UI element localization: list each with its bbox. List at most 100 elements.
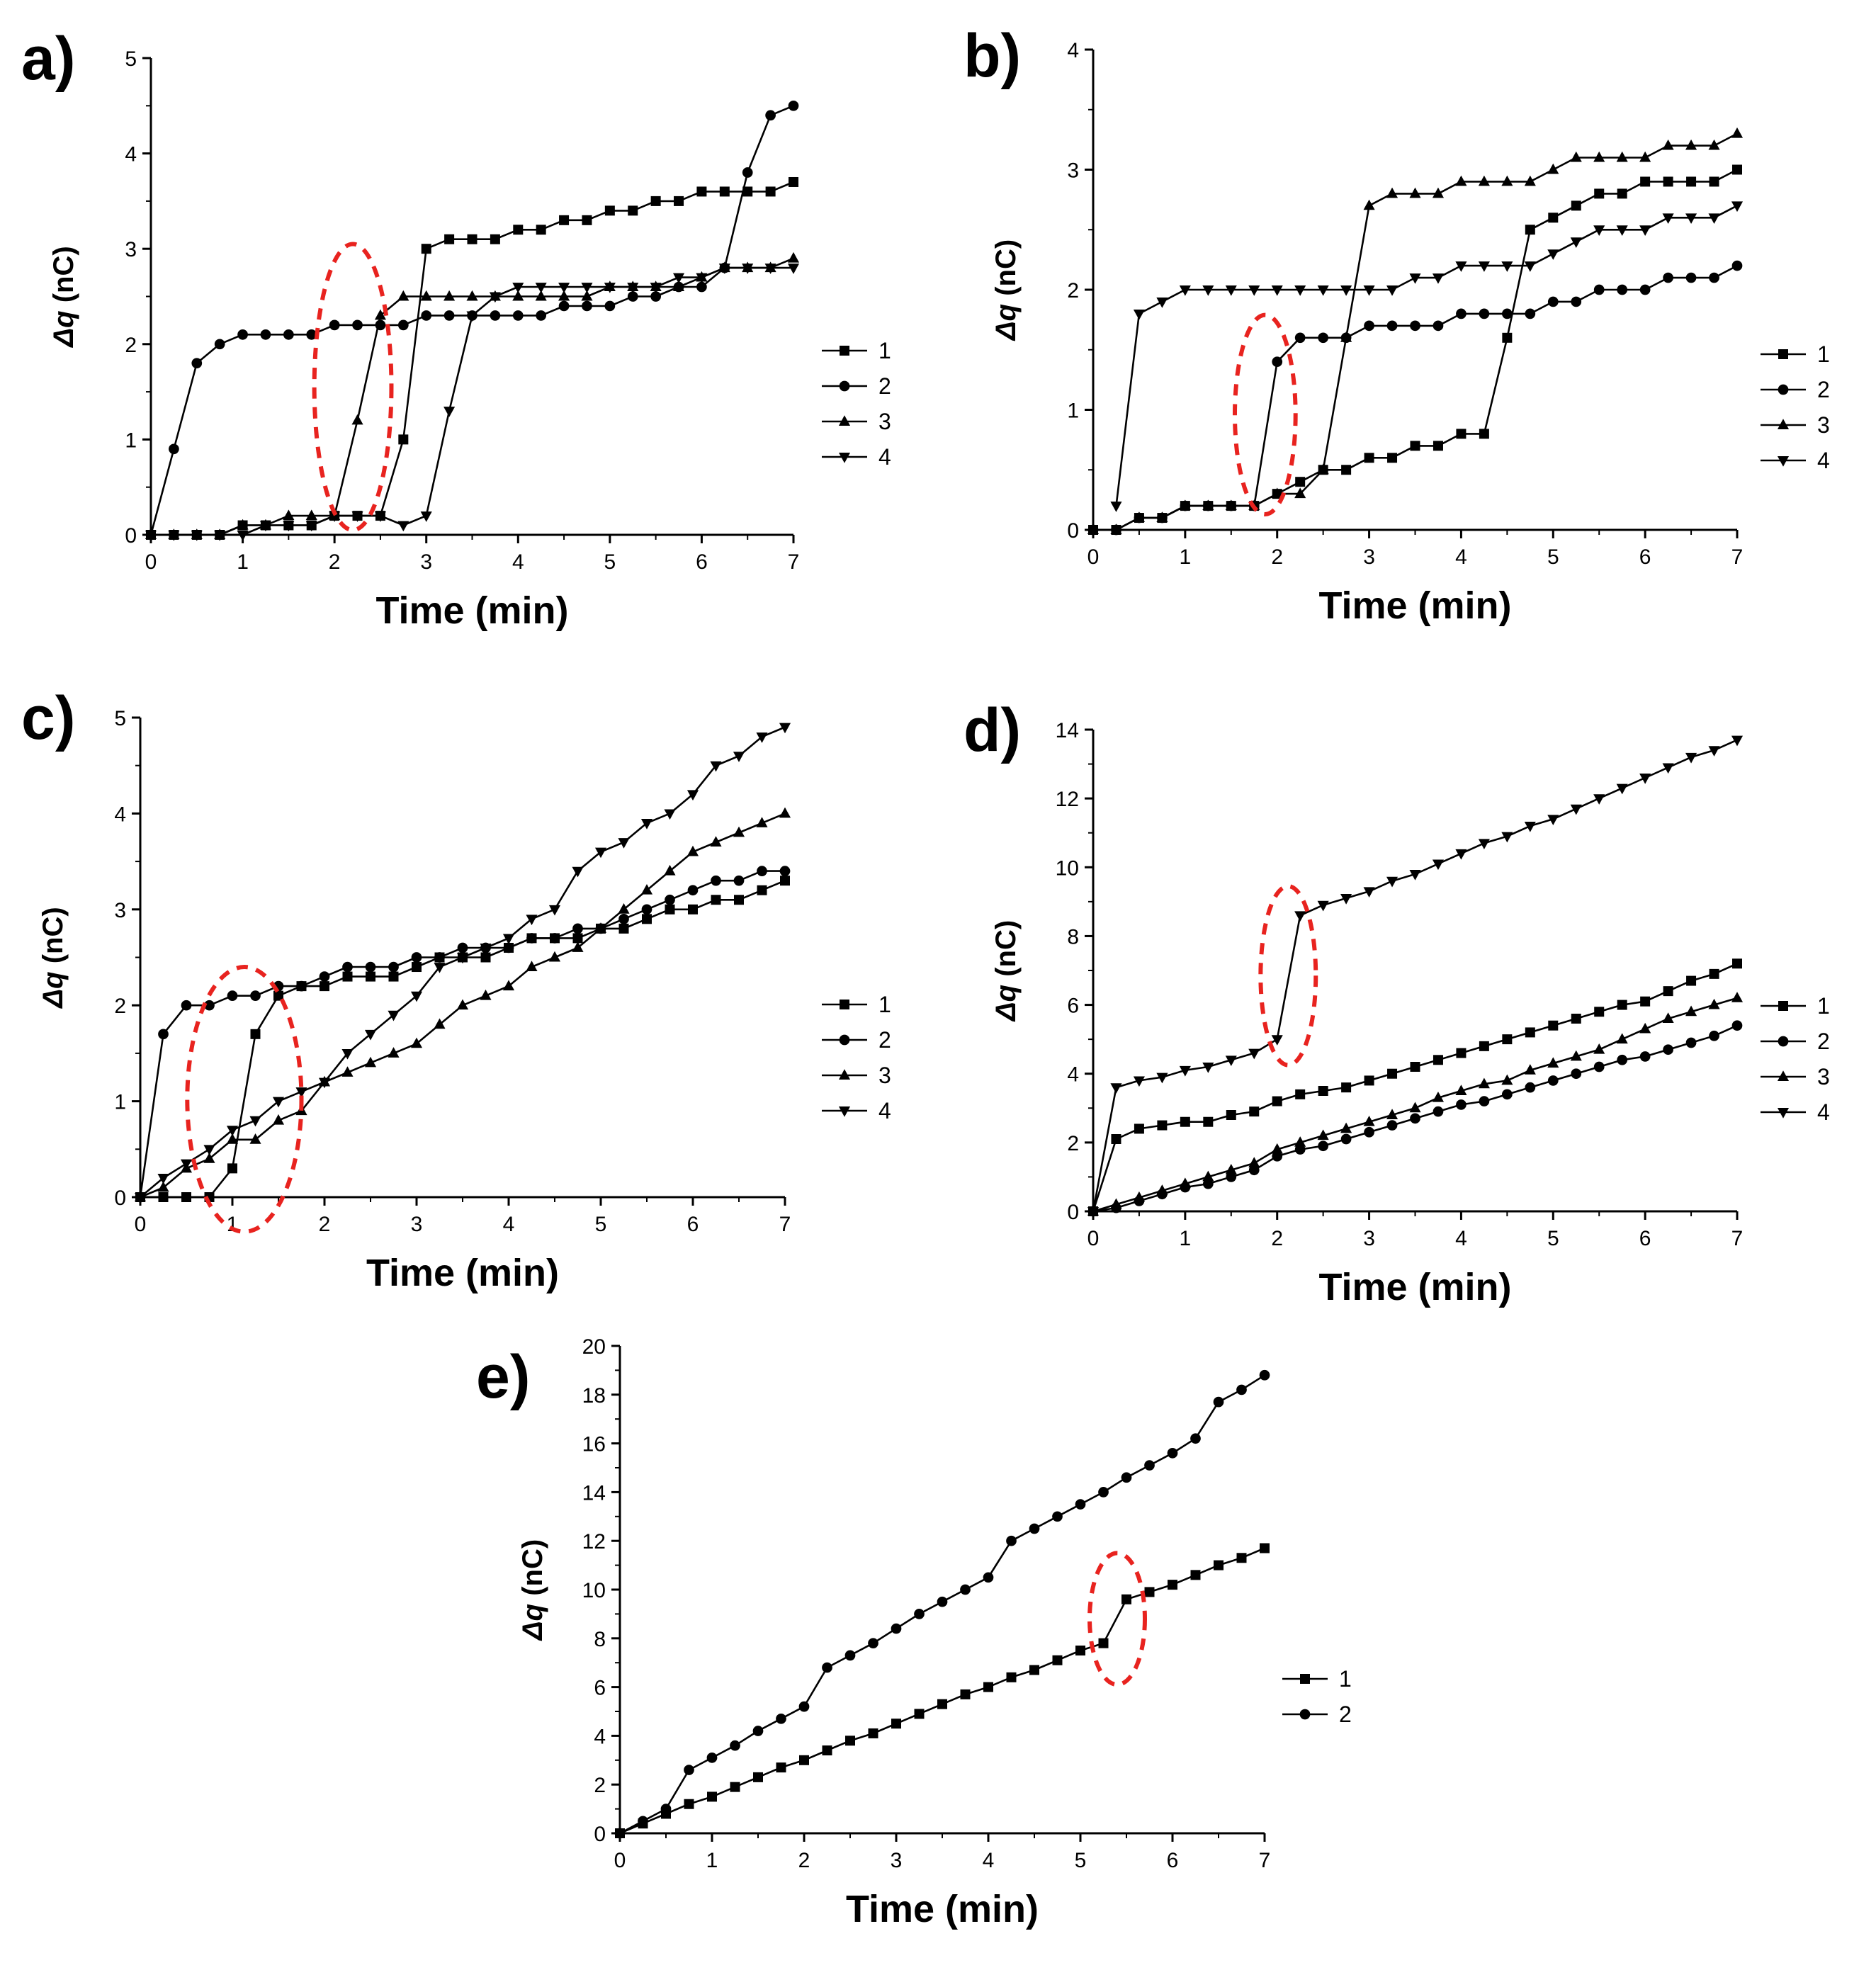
data-point — [1570, 1050, 1582, 1061]
data-point — [1639, 151, 1651, 162]
data-point — [627, 283, 639, 293]
data-point — [319, 971, 330, 982]
data-point — [1271, 1143, 1283, 1154]
y-axis-title: Δq (nC) — [990, 239, 1022, 341]
data-point — [1548, 1020, 1559, 1031]
data-point — [1294, 487, 1306, 499]
series-4 — [1110, 201, 1744, 512]
data-point — [1226, 1172, 1237, 1182]
data-point — [1731, 127, 1744, 138]
x-tick-label: 2 — [1271, 1227, 1283, 1250]
y-tick-label: 4 — [594, 1725, 606, 1748]
data-point — [684, 1799, 694, 1809]
series-3 — [1087, 127, 1744, 534]
data-point — [1386, 876, 1398, 888]
y-tick-label: 0 — [1067, 519, 1079, 543]
data-point — [1294, 1144, 1306, 1155]
data-point — [572, 866, 584, 878]
x-tick-label: 5 — [604, 550, 616, 574]
legend: 1 2 3 4 — [1761, 341, 1830, 473]
data-point — [733, 875, 745, 886]
data-point — [548, 951, 561, 962]
legend-marker — [1300, 1674, 1310, 1684]
data-point — [1525, 308, 1536, 319]
data-point — [421, 244, 431, 254]
y-tick-label: 10 — [582, 1579, 606, 1602]
x-tick-label: 1 — [706, 1849, 718, 1872]
data-point — [1686, 176, 1697, 187]
data-point — [434, 963, 446, 973]
y-tick-label: 4 — [1067, 1063, 1079, 1087]
data-point — [1662, 763, 1674, 774]
y-tick-label: 3 — [114, 899, 126, 922]
y-tick-label: 1 — [1067, 400, 1079, 423]
data-point — [718, 264, 730, 274]
data-point — [444, 234, 455, 244]
data-point — [1029, 1665, 1039, 1675]
data-point — [640, 883, 653, 895]
y-axis-title: Δq (nC) — [990, 920, 1022, 1022]
data-point — [1524, 175, 1536, 186]
panel-letter: e) — [476, 1343, 530, 1411]
data-point — [733, 752, 745, 762]
data-point — [674, 196, 684, 206]
data-point — [420, 511, 432, 522]
data-point — [1685, 1037, 1697, 1048]
series-1 — [615, 1543, 1270, 1838]
data-point — [779, 807, 791, 818]
x-tick-label: 4 — [983, 1849, 995, 1872]
y-axis-unit: (nC) — [990, 239, 1022, 304]
data-point — [1294, 1136, 1306, 1147]
data-point — [1318, 1086, 1328, 1096]
legend: 1 2 3 4 — [822, 992, 891, 1123]
highlight-ellipse — [312, 242, 394, 533]
series-4 — [134, 723, 791, 1204]
data-point — [1386, 187, 1398, 198]
data-point — [1502, 1034, 1513, 1045]
data-point — [730, 1782, 740, 1792]
y-tick-label: 1 — [125, 429, 137, 452]
data-point — [1387, 453, 1398, 463]
data-point — [686, 845, 699, 856]
data-point — [1180, 1116, 1190, 1127]
data-point — [145, 531, 157, 541]
data-point — [214, 339, 225, 350]
data-point — [296, 980, 307, 992]
data-point — [1547, 163, 1559, 174]
data-point — [799, 1755, 809, 1765]
y-tick-label: 6 — [594, 1677, 606, 1700]
data-point — [1525, 1027, 1535, 1038]
data-point — [1052, 1655, 1063, 1665]
data-point — [203, 1153, 215, 1163]
legend-marker — [838, 415, 851, 426]
data-point — [688, 904, 698, 915]
x-tick-label: 1 — [1180, 545, 1192, 569]
data-point — [1318, 332, 1328, 344]
y-tick-label: 6 — [1067, 995, 1079, 1018]
data-point — [734, 895, 744, 905]
data-point — [283, 521, 295, 532]
data-point — [1340, 285, 1352, 296]
data-point — [1639, 284, 1651, 295]
data-point — [710, 836, 722, 847]
y-tick-label: 1 — [114, 1091, 126, 1114]
y-axis-symbol: Δq — [990, 985, 1022, 1022]
data-point — [822, 1745, 832, 1756]
x-axis-title: Time (min) — [375, 589, 568, 632]
chart-panel-3: c) 0 1 2 3 4 5 6 7 0 1 2 3 4 5 Time (min) Δq (nC) 1 2 3 4 — [21, 684, 891, 1294]
data-point — [1294, 285, 1306, 296]
data-point — [1639, 225, 1651, 236]
data-point — [1433, 1106, 1444, 1117]
data-point — [1479, 429, 1489, 439]
series-line-1 — [1093, 169, 1738, 531]
series-4 — [1087, 735, 1744, 1218]
x-tick-label: 0 — [1087, 545, 1100, 569]
data-point — [914, 1609, 925, 1619]
data-point — [1593, 1061, 1605, 1072]
data-point — [582, 215, 592, 225]
data-point — [983, 1682, 993, 1692]
data-point — [191, 531, 203, 541]
data-point — [696, 281, 707, 293]
legend-marker — [1778, 1001, 1788, 1011]
data-point — [1363, 887, 1375, 898]
